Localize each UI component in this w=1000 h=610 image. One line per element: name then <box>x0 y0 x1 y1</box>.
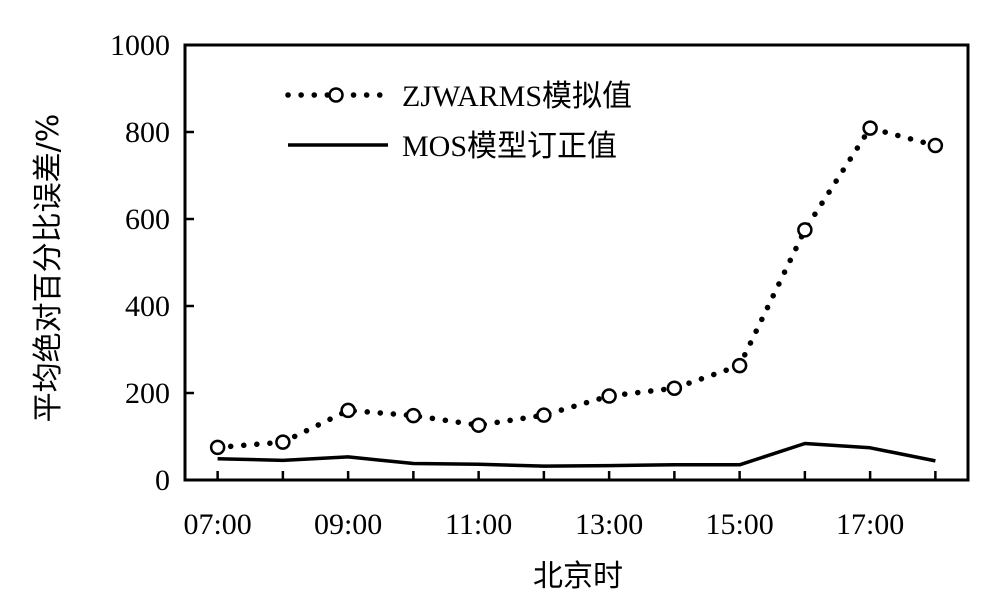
data-point-marker <box>601 388 617 404</box>
data-point-marker <box>666 380 683 396</box>
data-point-marker <box>862 120 878 136</box>
legend-label-2: MOS模型订正值 <box>402 130 617 163</box>
y-tick-label: 400 <box>125 290 170 323</box>
data-point-marker <box>470 417 487 433</box>
y-axis-title: 平均绝对百分比误差/% <box>31 114 66 423</box>
x-axis-title: 北京时 <box>533 559 623 594</box>
series-group <box>209 120 944 468</box>
legend: ZJWARMS模拟值 MOS模型订正值 <box>285 80 632 163</box>
data-point-marker <box>209 439 226 456</box>
data-point-marker <box>927 137 944 154</box>
tick-labels: 0 200 400 600 800 1000 07:00 09:00 11:00 13:00 15:… <box>110 29 904 541</box>
y-tick-label: 600 <box>125 203 170 236</box>
legend-label-1: ZJWARMS模拟值 <box>402 80 632 113</box>
plot-frame <box>183 43 970 482</box>
x-tick-label: 15:00 <box>705 508 773 541</box>
data-point-marker <box>797 222 813 238</box>
legend-swatch-marker <box>328 87 344 103</box>
series-line-1 <box>214 125 939 451</box>
axes <box>183 43 970 482</box>
data-point-marker <box>405 407 422 424</box>
y-tick-label: 0 <box>155 464 170 497</box>
data-point-marker <box>340 402 356 419</box>
x-tick-label: 11:00 <box>445 508 512 541</box>
data-point-marker <box>536 407 552 423</box>
x-tick-label: 09:00 <box>314 508 382 541</box>
y-tick-label: 800 <box>125 116 170 149</box>
x-tick-label: 13:00 <box>575 508 643 541</box>
y-tick-label: 1000 <box>110 29 170 62</box>
data-point-marker <box>731 357 748 374</box>
y-tick-label: 200 <box>125 377 170 410</box>
series-line-2 <box>217 441 936 468</box>
data-point-marker <box>275 434 291 450</box>
x-tick-label: 07:00 <box>183 508 251 541</box>
x-tick-label: 17:00 <box>836 508 904 541</box>
